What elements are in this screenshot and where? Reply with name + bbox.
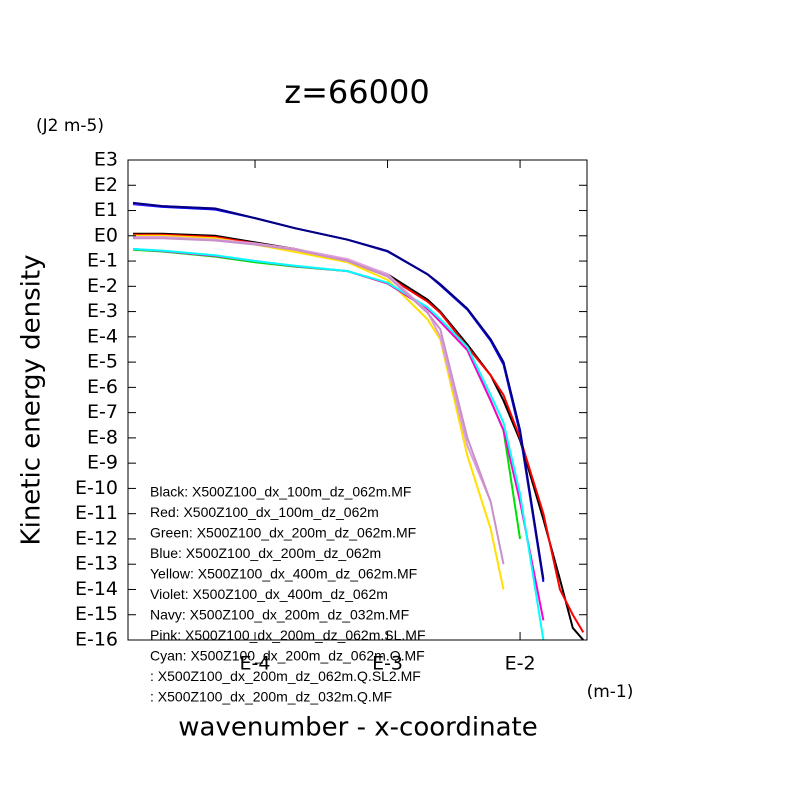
y-tick-label: E0 xyxy=(94,224,118,246)
legend-entry: : X500Z100_dx_200m_dz_032m.Q.MF xyxy=(150,689,392,705)
legend-entry: Pink: X500Z100_dx_200m_dz_062m.SL.MF xyxy=(150,627,426,643)
y-tick-label: E-13 xyxy=(75,553,118,575)
x-axis-label: wavenumber - x-coordinate xyxy=(178,713,537,743)
y-tick-label: E2 xyxy=(94,174,118,196)
legend-entry: : X500Z100_dx_200m_dz_062m.Q.SL2.MF xyxy=(150,668,421,684)
y-tick-label: E-8 xyxy=(87,426,118,448)
y-units: (J2 m-5) xyxy=(36,116,104,136)
plot-lines xyxy=(132,201,585,640)
legend-entry: Navy: X500Z100_dx_200m_dz_032m.MF xyxy=(150,607,409,623)
y-tick-label: E-14 xyxy=(75,578,118,600)
chart-title: z=66000 xyxy=(284,73,429,111)
plot-frame xyxy=(127,159,588,641)
y-tick-label: E3 xyxy=(94,149,118,171)
x-tick-label: E-2 xyxy=(505,653,536,675)
y-tick-label: E-6 xyxy=(87,376,118,398)
y-tick-label: E-2 xyxy=(87,275,118,297)
legend-entry: Green: X500Z100_dx_200m_dz_062m.MF xyxy=(150,525,416,541)
y-tick-label: E-11 xyxy=(75,502,118,524)
y-tick-label: E-1 xyxy=(87,250,118,272)
legend-entry: Blue: X500Z100_dx_200m_dz_062m xyxy=(150,545,381,561)
y-tick-label: E-10 xyxy=(75,477,118,499)
x-tick-label: E-3 xyxy=(372,653,403,675)
series-line xyxy=(132,201,545,580)
y-tick-label: E-9 xyxy=(87,452,118,474)
legend-entry: Cyan: X500Z100_dx_200m_dz_062m.Q.MF xyxy=(150,648,425,664)
y-axis-label: Kinetic energy density xyxy=(17,255,47,546)
legend-entry: Black: X500Z100_dx_100m_dz_062m.MF xyxy=(150,484,411,500)
y-tick-label: E-12 xyxy=(75,527,118,549)
y-tick-label: E-3 xyxy=(87,300,118,322)
y-tick-label: E-15 xyxy=(75,603,118,625)
y-tick-label: E1 xyxy=(94,199,118,221)
series-line xyxy=(133,237,505,565)
y-tick-label: E-4 xyxy=(87,325,118,347)
legend-entry: Yellow: X500Z100_dx_400m_dz_062m.MF xyxy=(150,566,417,582)
x-units: (m-1) xyxy=(587,682,634,702)
y-tick-label: E-5 xyxy=(87,351,118,373)
legend-entry: Violet: X500Z100_dx_400m_dz_062m xyxy=(150,586,388,602)
y-tick-label: E-16 xyxy=(75,629,118,651)
y-tick-label: E-7 xyxy=(87,401,118,423)
series-line xyxy=(133,234,505,590)
legend-entry: Red: X500Z100_dx_100m_dz_062m xyxy=(150,504,379,520)
x-tick-label: E-4 xyxy=(240,653,271,675)
